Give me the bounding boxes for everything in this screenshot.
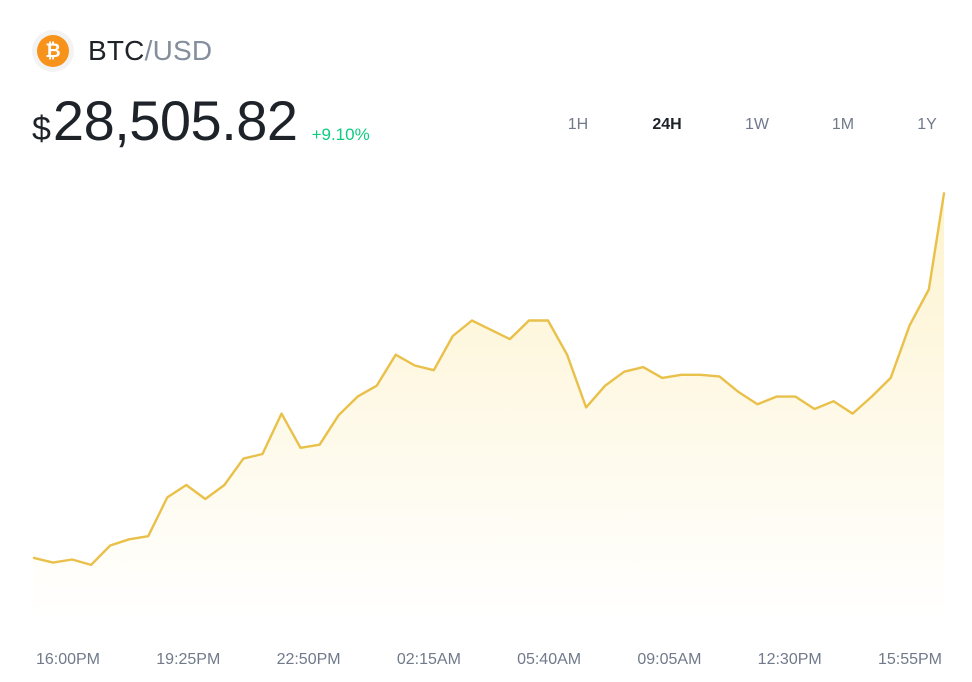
quote-symbol: USD — [152, 35, 213, 66]
pair-header: ₿ BTC/USD — [32, 30, 212, 72]
range-tab-1m[interactable]: 1M — [831, 116, 855, 133]
x-tick-label: 16:00PM — [36, 651, 100, 668]
range-tab-1w[interactable]: 1W — [745, 116, 769, 133]
coin-badge: ₿ — [32, 30, 74, 72]
price-line — [32, 192, 946, 567]
x-axis: 16:00PM 19:25PM 22:50PM 02:15AM 05:40AM 09:05… — [36, 651, 942, 668]
x-tick-label: 22:50PM — [277, 651, 341, 668]
x-tick-label: 09:05AM — [637, 651, 701, 668]
x-tick-label: 12:30PM — [758, 651, 822, 668]
x-tick-label: 05:40AM — [517, 651, 581, 668]
pair-title: BTC/USD — [88, 35, 212, 67]
time-range-selector: 1H 24H 1W 1M 1Y — [0, 116, 972, 140]
pair-separator: / — [144, 35, 153, 66]
currency-symbol: $ — [32, 110, 51, 148]
bitcoin-icon: ₿ — [37, 35, 69, 67]
price-row: $ 28,505.82 +9.10% — [32, 88, 370, 153]
base-symbol: BTC — [88, 35, 145, 66]
range-tab-1h[interactable]: 1H — [567, 116, 589, 133]
price-area — [34, 193, 944, 621]
current-price: 28,505.82 — [52, 89, 298, 152]
x-tick-label: 02:15AM — [397, 651, 461, 668]
x-tick-label: 19:25PM — [156, 651, 220, 668]
price-change: +9.10% — [311, 125, 370, 144]
range-tab-1y[interactable]: 1Y — [917, 116, 937, 133]
range-tab-24h[interactable]: 24H — [652, 116, 682, 133]
x-tick-label: 15:55PM — [878, 651, 942, 668]
